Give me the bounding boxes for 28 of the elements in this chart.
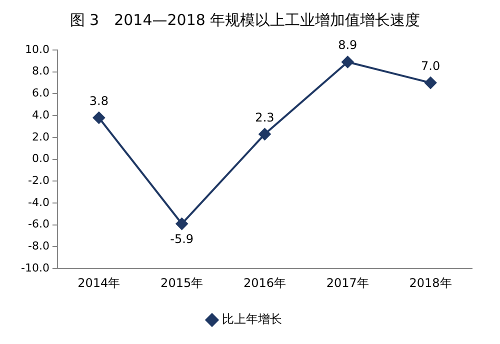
x-tick-label: 2016年 bbox=[243, 276, 286, 290]
text: 8.9 bbox=[338, 38, 358, 52]
text: 2.3 bbox=[255, 110, 274, 124]
x-tick-label: 2014年 bbox=[78, 276, 120, 290]
x-tick-label: 2017年 bbox=[326, 276, 369, 290]
text: 7.0 bbox=[421, 58, 440, 73]
y-tick-label: -8.0 bbox=[28, 240, 50, 253]
y-tick-label: 8.0 bbox=[32, 64, 50, 78]
text: 3.8 bbox=[89, 94, 108, 108]
point bbox=[258, 128, 271, 140]
point bbox=[92, 112, 105, 124]
y-tick-label: 6.0 bbox=[32, 86, 50, 100]
y-tick-label: -6.0 bbox=[28, 218, 50, 231]
y-tick-label: -4.0 bbox=[28, 196, 50, 209]
y-tick-label: 2.0 bbox=[32, 130, 50, 144]
y-tick-label: 10.0 bbox=[24, 42, 50, 56]
text: -5.9 bbox=[170, 232, 194, 246]
point bbox=[342, 56, 354, 68]
point bbox=[424, 76, 437, 89]
y-tick-label: -2.0 bbox=[28, 174, 50, 188]
point bbox=[176, 218, 188, 230]
y-tick-label: -10.0 bbox=[20, 261, 50, 274]
x-tick-label: 2018年 bbox=[409, 276, 452, 290]
x-tick-label: 2015年 bbox=[160, 276, 204, 290]
y-tick-label: 4.0 bbox=[32, 108, 50, 122]
y-tick-label: 0.0 bbox=[32, 152, 50, 166]
legend-label: 比上年增长 bbox=[222, 312, 282, 326]
chart-title: 图 3 2014—2018 年规模以上工业增加值增长速度 bbox=[70, 10, 420, 29]
